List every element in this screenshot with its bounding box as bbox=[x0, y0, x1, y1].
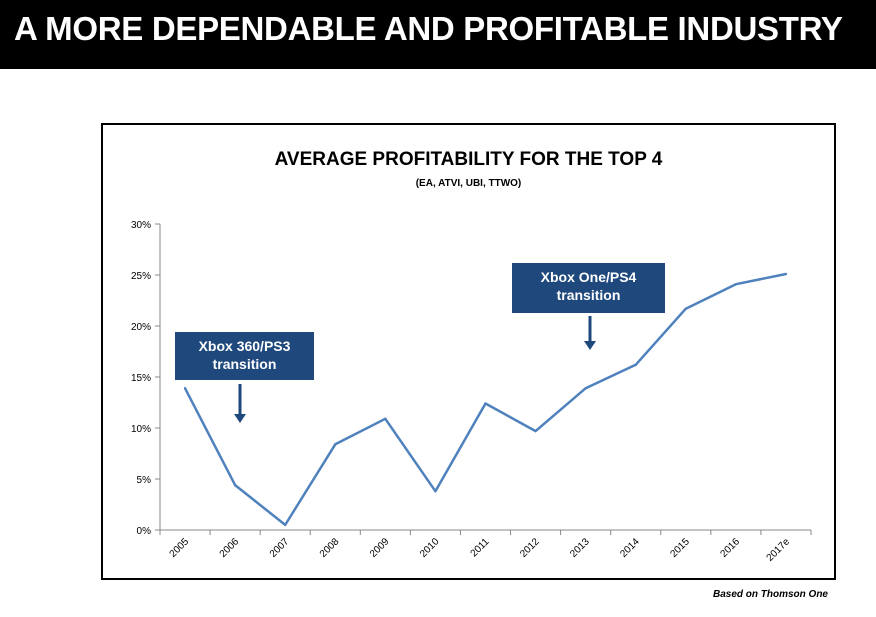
y-tick-label: 30% bbox=[131, 220, 151, 231]
x-tick-label: 2006 bbox=[218, 536, 242, 560]
data-point bbox=[584, 387, 587, 390]
annotation-arrow-head bbox=[234, 414, 246, 423]
x-tick-label: 2011 bbox=[469, 536, 492, 559]
source-note: Based on Thomson One bbox=[712, 589, 828, 600]
data-point bbox=[233, 483, 237, 487]
y-tick-label: 25% bbox=[131, 271, 151, 282]
data-point bbox=[283, 523, 287, 527]
x-tick-label: 2010 bbox=[418, 536, 442, 560]
x-tick-label: 2014 bbox=[618, 536, 642, 560]
x-tick-label: 2008 bbox=[318, 536, 342, 560]
annotation-arrow-head bbox=[584, 341, 596, 350]
slide-title: A MORE DEPENDABLE AND PROFITABLE INDUSTR… bbox=[14, 10, 843, 47]
x-tick-label: 2013 bbox=[568, 536, 592, 560]
title-banner: A MORE DEPENDABLE AND PROFITABLE INDUSTR… bbox=[0, 0, 876, 69]
x-tick-label: 2017e bbox=[765, 536, 793, 564]
y-tick-label: 5% bbox=[137, 475, 152, 486]
y-tick-label: 15% bbox=[131, 373, 151, 384]
annotation-label: transition bbox=[213, 356, 277, 372]
data-point bbox=[784, 272, 788, 276]
x-tick-label: 2007 bbox=[268, 536, 292, 560]
x-tick-label: 2016 bbox=[718, 536, 742, 560]
data-point bbox=[634, 363, 637, 366]
data-point bbox=[484, 402, 487, 405]
annotation-label: Xbox One/PS4 bbox=[541, 269, 637, 285]
data-point bbox=[183, 387, 187, 390]
annotation-label: Xbox 360/PS3 bbox=[199, 338, 291, 354]
data-point bbox=[534, 429, 537, 433]
series-line bbox=[183, 272, 787, 527]
y-tick-label: 0% bbox=[137, 526, 152, 537]
x-tick-label: 2005 bbox=[168, 536, 192, 560]
data-point bbox=[734, 282, 738, 286]
annotation-box bbox=[175, 332, 314, 380]
data-point bbox=[684, 307, 688, 310]
data-point bbox=[334, 443, 337, 446]
data-point bbox=[434, 490, 437, 493]
chart-title: AVERAGE PROFITABILITY FOR THE TOP 4 bbox=[274, 149, 663, 170]
chart-subtitle: (EA, ATVI, UBI, TTWO) bbox=[415, 178, 522, 189]
x-tick-label: 2009 bbox=[368, 536, 392, 560]
x-tick-label: 2012 bbox=[518, 536, 542, 560]
x-tick-label: 2015 bbox=[668, 536, 692, 560]
annotation-label: transition bbox=[557, 287, 621, 303]
y-tick-label: 20% bbox=[131, 322, 151, 333]
data-point bbox=[384, 417, 387, 421]
annotation-box bbox=[512, 263, 665, 313]
y-tick-label: 10% bbox=[131, 424, 151, 435]
